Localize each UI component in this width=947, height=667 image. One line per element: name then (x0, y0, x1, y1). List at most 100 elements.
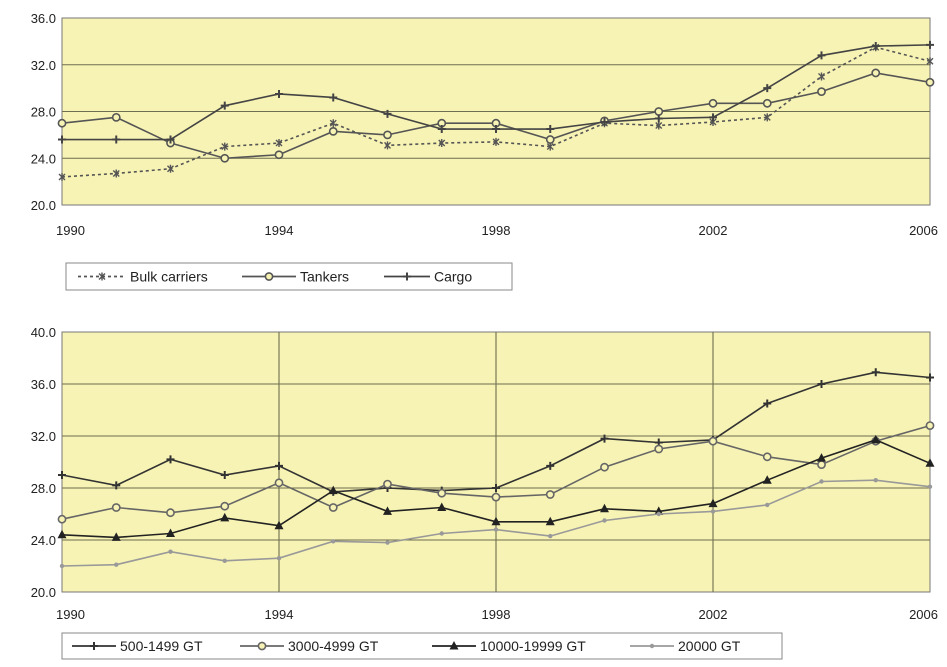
data-point (166, 508, 175, 518)
legend-label: Cargo (434, 269, 472, 285)
data-point (385, 540, 390, 545)
data-point (654, 107, 664, 116)
data-point (708, 498, 718, 508)
y-tick-label: 20.0 (31, 585, 56, 600)
legend-label: Tankers (300, 269, 349, 285)
x-tick-label: 1990 (56, 223, 85, 238)
data-point (112, 135, 121, 144)
data-point (817, 380, 826, 388)
data-point (439, 531, 444, 536)
series-3000-4999-gt (57, 421, 935, 524)
data-point (762, 475, 772, 484)
data-point (166, 135, 175, 144)
data-point (873, 478, 878, 483)
chart-2: 20.0 24.0 28.0 32.0 36.0 40.0 1990 1994 1998 2002… (31, 325, 938, 660)
legend-box (65, 262, 513, 291)
legend-label: 10000-19999 GT (480, 638, 586, 654)
data-point (220, 512, 230, 522)
data-point (654, 444, 664, 454)
data-point (762, 452, 772, 462)
data-point (275, 461, 283, 470)
legend-entry: 20000 GT (630, 638, 741, 654)
data-point (654, 114, 663, 123)
data-point (545, 490, 555, 499)
data-point (220, 501, 230, 511)
data-point (817, 51, 826, 60)
data-point (817, 460, 826, 469)
data-point (111, 532, 121, 541)
x-tick-label: 2002 (699, 223, 728, 238)
data-point (763, 113, 771, 122)
series-bulk-carriers (58, 43, 934, 181)
x-tick-label: 1994 (265, 607, 294, 622)
data-point (925, 77, 935, 87)
data-point (437, 125, 446, 134)
legend-entry: Cargo (384, 269, 472, 285)
data-point (817, 453, 826, 462)
data-point (275, 89, 283, 98)
series-cargo (58, 40, 934, 144)
legend-label: Bulk carriers (130, 269, 208, 285)
y-tick-label: 28.0 (31, 481, 56, 496)
data-point (58, 172, 66, 181)
data-point (220, 153, 230, 163)
data-point (114, 562, 119, 567)
data-point (709, 113, 717, 122)
legend: 500-1499 GT 3000-4999 GT 10000-19999 GT 200… (61, 632, 783, 660)
data-point (927, 484, 933, 489)
data-point (166, 528, 175, 537)
data-point (274, 478, 284, 488)
data-point (600, 462, 609, 472)
data-point (383, 479, 392, 489)
data-point (708, 436, 718, 446)
data-point (57, 514, 67, 524)
x-tick-label: 2002 (699, 607, 728, 622)
series-tankers (57, 68, 935, 163)
x-tick-label: 2006 (909, 607, 938, 622)
data-point (548, 533, 553, 539)
data-point (112, 481, 121, 490)
data-point (600, 118, 609, 127)
data-point (98, 272, 106, 281)
data-point (264, 272, 274, 281)
data-point (656, 511, 661, 517)
y-tick-label: 40.0 (31, 325, 56, 340)
legend-label: 20000 GT (678, 638, 741, 654)
data-point (926, 373, 934, 382)
y-tick-label: 36.0 (31, 11, 56, 26)
data-point (925, 458, 935, 467)
x-tick-label: 1990 (56, 607, 85, 622)
data-point (383, 109, 392, 118)
y-tick-label: 28.0 (31, 105, 56, 120)
x-tick-label: 1998 (482, 223, 511, 238)
data-point (403, 272, 411, 281)
legend-label: 500-1499 GT (120, 638, 203, 654)
legend-entry: Tankers (242, 269, 349, 285)
data-point (328, 126, 338, 136)
data-point (762, 98, 772, 108)
y-tick-label: 24.0 (31, 151, 56, 166)
data-point (654, 506, 664, 515)
data-point (275, 139, 283, 148)
data-point (166, 455, 175, 464)
data-point (600, 434, 609, 443)
data-point (274, 150, 284, 160)
data-point (926, 40, 934, 49)
data-point (167, 164, 174, 173)
chart-1: 20.0 24.0 28.0 32.0 36.0 1990 1994 1998 2002 2006… (31, 11, 938, 291)
data-point (329, 119, 337, 128)
data-point (168, 549, 173, 554)
legend-label: 3000-4999 GT (288, 638, 379, 654)
data-point (546, 461, 555, 470)
data-point (602, 518, 607, 523)
data-point (328, 503, 338, 512)
data-point (220, 101, 229, 110)
series-20000-gt (59, 478, 933, 569)
data-point (763, 84, 772, 93)
y-tick-label: 32.0 (31, 429, 56, 444)
data-point (545, 135, 555, 144)
data-point (328, 485, 338, 495)
legend: Bulk carriers Tankers Cargo (65, 262, 513, 291)
data-point (112, 169, 120, 178)
